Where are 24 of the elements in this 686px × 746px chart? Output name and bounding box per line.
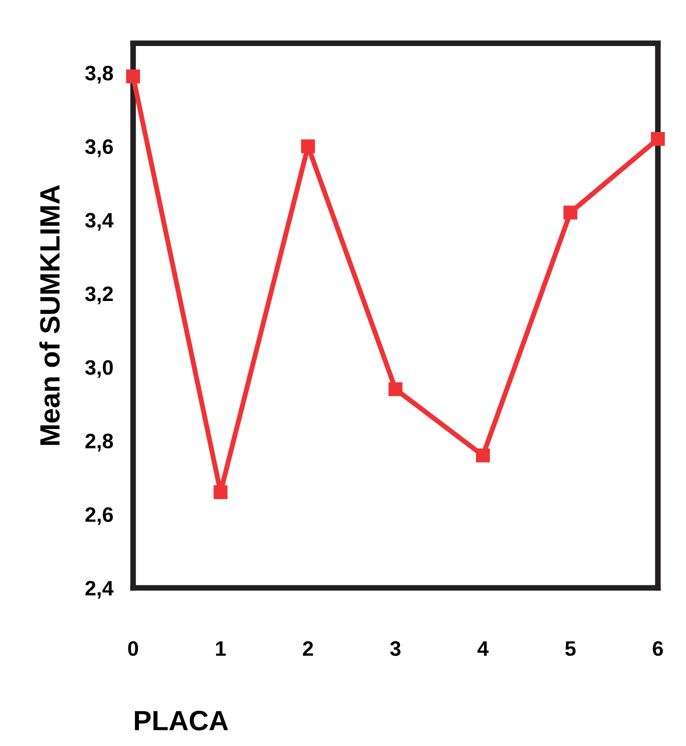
point xyxy=(388,382,402,396)
x-tick-label: 1 xyxy=(216,641,226,656)
x-tick-label: 4 xyxy=(477,641,489,656)
x-tick-label: 6 xyxy=(652,641,663,656)
point xyxy=(301,139,315,154)
x-tick-label: 3 xyxy=(390,641,401,656)
y-tick-label: 3,0 xyxy=(85,360,113,378)
x-tick-label: 0 xyxy=(128,641,138,656)
x-tick-label: 5 xyxy=(565,641,576,656)
point xyxy=(563,206,578,220)
x-tick-label: 2 xyxy=(302,641,313,656)
y-tick-label: 3,8 xyxy=(85,66,114,84)
y-tick-label: 3,2 xyxy=(85,286,113,304)
y-tick-label: 3,6 xyxy=(85,139,113,158)
point xyxy=(476,448,490,462)
y-tick-label: 3,4 xyxy=(85,212,114,231)
y-tick-label: 2,4 xyxy=(85,580,114,599)
y-tick-label: 2,8 xyxy=(85,434,114,452)
point xyxy=(214,485,228,500)
point xyxy=(650,132,665,146)
point xyxy=(126,69,140,84)
x-axis-title: PLACA xyxy=(134,710,228,730)
y-tick-label: 2,6 xyxy=(85,507,113,526)
y-axis-title: Mean of SUMKLIMA xyxy=(39,185,60,445)
